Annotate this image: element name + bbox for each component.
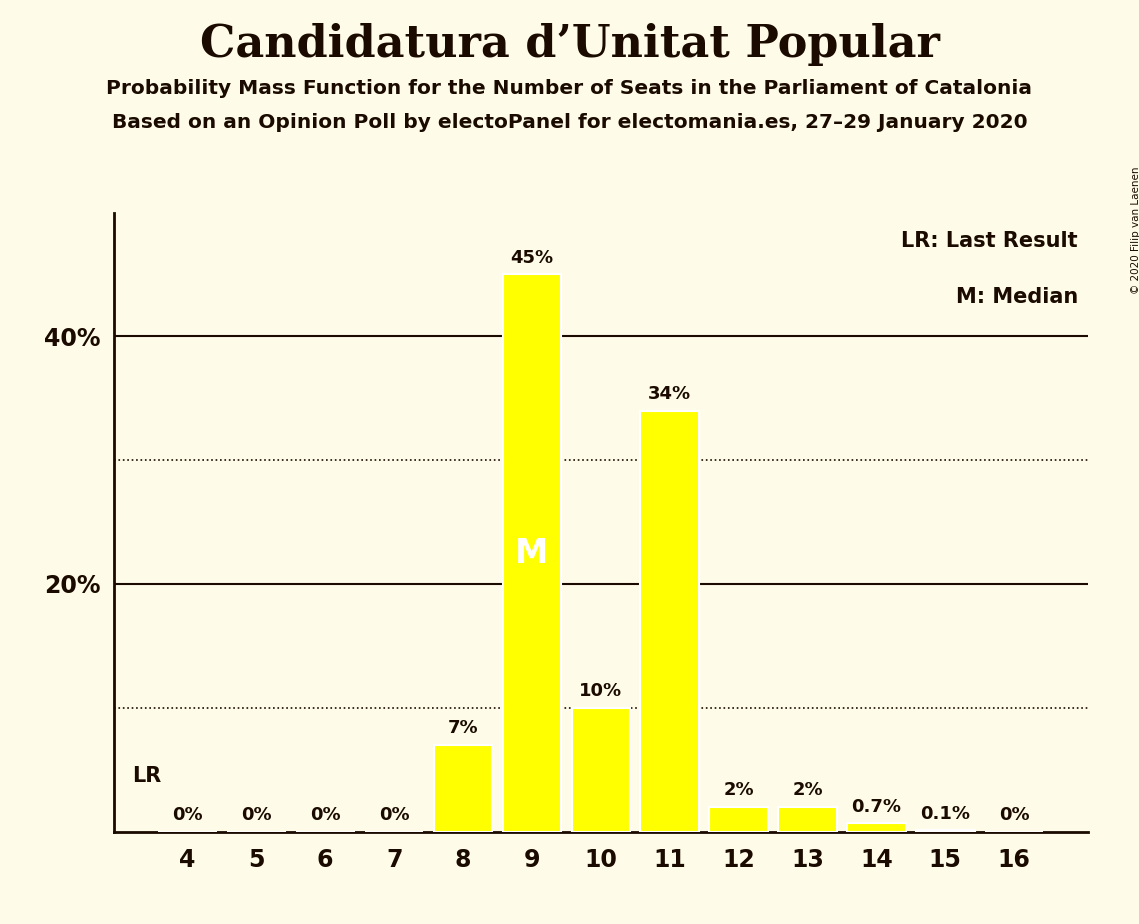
Bar — [847, 823, 906, 832]
Text: 45%: 45% — [510, 249, 554, 267]
Text: 7%: 7% — [448, 720, 478, 737]
Text: Probability Mass Function for the Number of Seats in the Parliament of Catalonia: Probability Mass Function for the Number… — [107, 79, 1032, 98]
Text: LR: Last Result: LR: Last Result — [901, 231, 1077, 251]
Text: 0%: 0% — [999, 806, 1030, 824]
Text: 0.1%: 0.1% — [920, 805, 970, 823]
Text: 34%: 34% — [648, 385, 691, 403]
Text: 2%: 2% — [723, 782, 754, 799]
Text: 0%: 0% — [241, 806, 272, 824]
Text: Candidatura d’Unitat Popular: Candidatura d’Unitat Popular — [199, 23, 940, 67]
Text: © 2020 Filip van Laenen: © 2020 Filip van Laenen — [1131, 166, 1139, 294]
Text: 0%: 0% — [172, 806, 203, 824]
Bar — [640, 410, 699, 832]
Bar — [502, 274, 562, 832]
Text: 2%: 2% — [793, 782, 822, 799]
Text: M: M — [515, 537, 549, 569]
Bar — [572, 708, 630, 832]
Bar — [710, 807, 768, 832]
Text: Based on an Opinion Poll by electoPanel for electomania.es, 27–29 January 2020: Based on an Opinion Poll by electoPanel … — [112, 113, 1027, 132]
Text: LR: LR — [132, 766, 162, 786]
Text: 0%: 0% — [310, 806, 341, 824]
Text: 0%: 0% — [379, 806, 409, 824]
Text: M: Median: M: Median — [956, 286, 1077, 307]
Text: 10%: 10% — [580, 682, 622, 700]
Bar — [434, 745, 492, 832]
Bar — [916, 831, 975, 832]
Bar — [778, 807, 837, 832]
Text: 0.7%: 0.7% — [852, 797, 901, 816]
